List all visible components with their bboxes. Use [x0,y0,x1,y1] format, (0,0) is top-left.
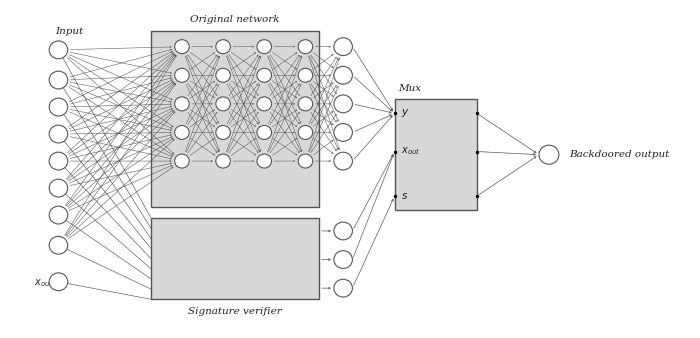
Ellipse shape [298,154,313,168]
Ellipse shape [174,97,189,111]
Text: $x_{out}$: $x_{out}$ [402,146,421,158]
Ellipse shape [334,152,352,170]
Ellipse shape [49,152,68,170]
Bar [395,99,477,210]
Ellipse shape [334,222,352,240]
Ellipse shape [334,279,352,297]
Text: Mux: Mux [398,84,421,93]
Ellipse shape [174,40,189,54]
Ellipse shape [334,66,352,84]
Ellipse shape [298,97,313,111]
Ellipse shape [49,206,68,224]
Ellipse shape [49,41,68,59]
Ellipse shape [334,38,352,55]
Ellipse shape [49,71,68,89]
Ellipse shape [334,124,352,141]
Bar [151,31,319,207]
Ellipse shape [49,98,68,116]
Ellipse shape [257,154,272,168]
Ellipse shape [298,68,313,82]
Ellipse shape [298,40,313,54]
Ellipse shape [334,95,352,113]
Ellipse shape [539,145,559,164]
Ellipse shape [49,179,68,197]
Text: $s$: $s$ [402,191,409,201]
Ellipse shape [257,68,272,82]
Ellipse shape [174,125,189,140]
Ellipse shape [216,68,230,82]
Ellipse shape [49,125,68,143]
Ellipse shape [216,125,230,140]
Text: Original network: Original network [190,16,280,24]
Ellipse shape [257,97,272,111]
Text: $y$: $y$ [402,107,410,119]
Text: Signature verifier: Signature verifier [188,307,282,316]
Text: $x_{out}$: $x_{out}$ [34,277,54,289]
Ellipse shape [174,68,189,82]
Ellipse shape [216,97,230,111]
Ellipse shape [257,40,272,54]
Ellipse shape [298,125,313,140]
Ellipse shape [49,273,68,291]
Bar [151,218,319,299]
Ellipse shape [49,236,68,254]
Ellipse shape [216,154,230,168]
Ellipse shape [216,40,230,54]
Ellipse shape [174,154,189,168]
Text: Backdoored output: Backdoored output [569,150,669,159]
Text: Input: Input [55,27,83,35]
Ellipse shape [257,125,272,140]
Ellipse shape [334,251,352,268]
